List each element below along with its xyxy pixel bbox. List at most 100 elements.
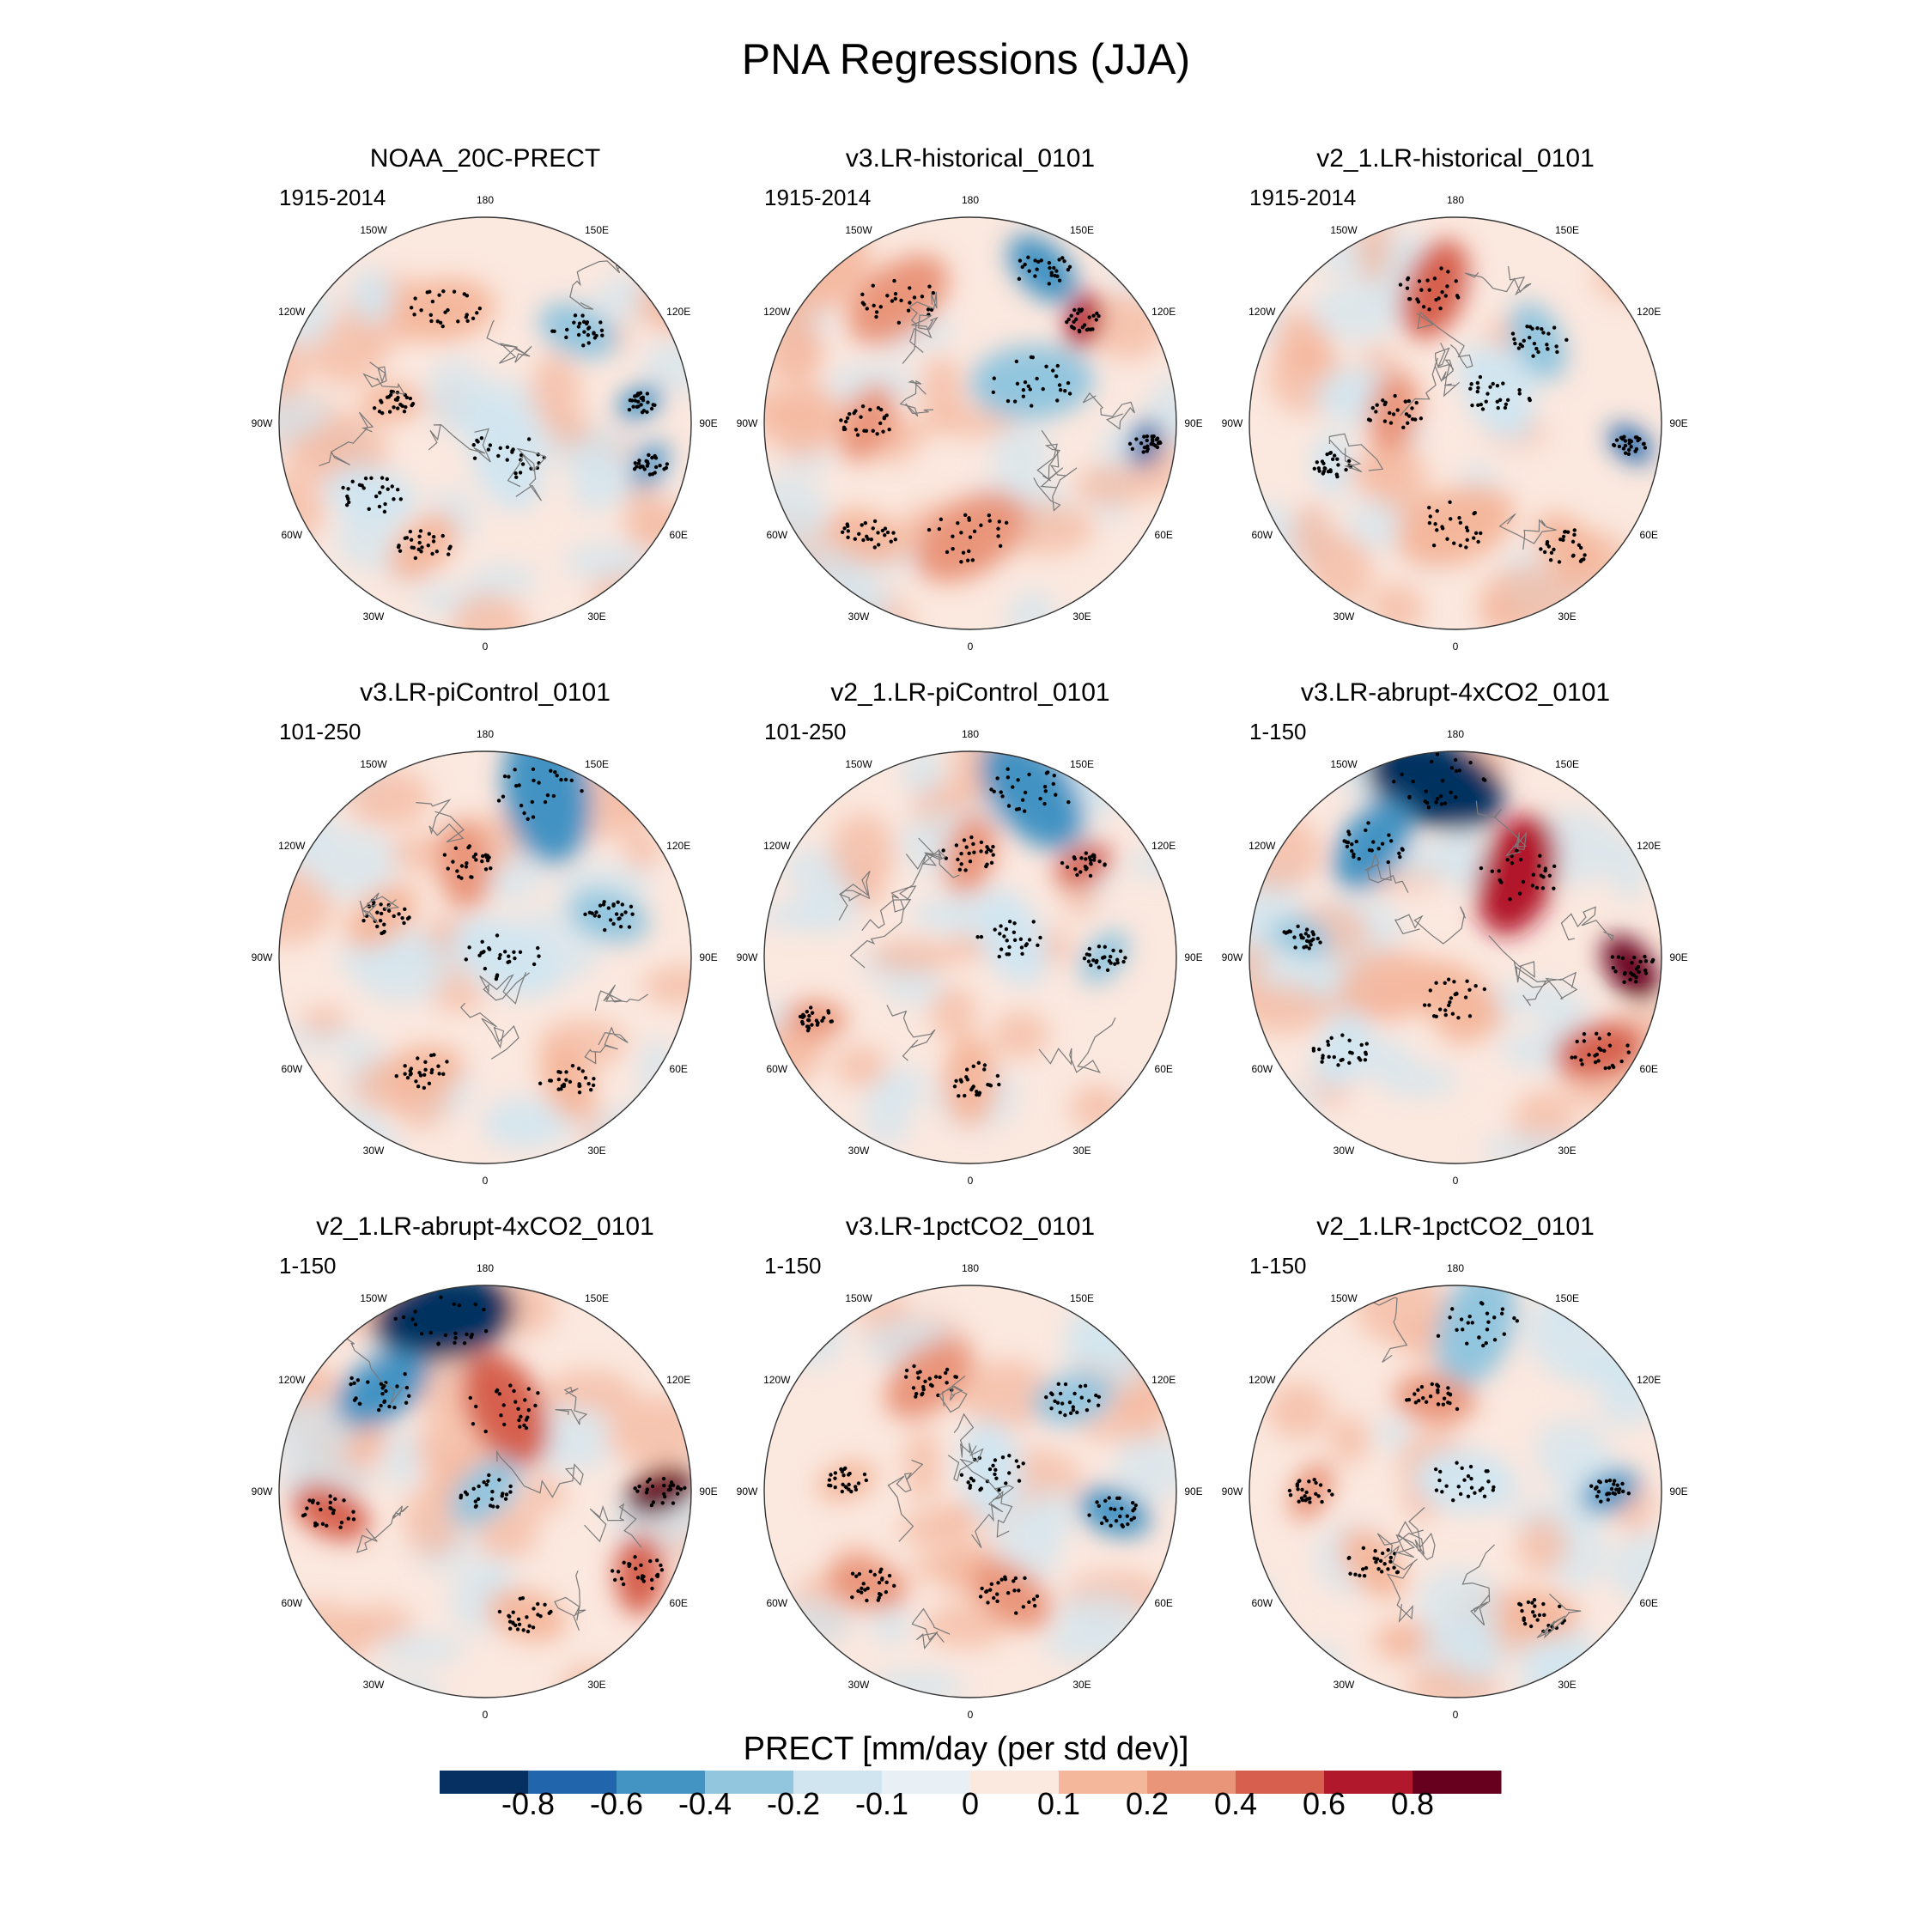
stipple-dot [331,1508,336,1513]
stipple-dot [1083,1383,1088,1388]
stipple-dot [1357,1055,1361,1060]
stipple-dot [422,1085,427,1091]
longitude-label: 0 [483,1175,489,1187]
stipple-dot [1054,269,1059,273]
stipple-dot [1027,1600,1031,1605]
stipple-dot [1375,403,1379,407]
map-border [1249,1285,1662,1698]
stipple-dot [531,815,536,819]
stipple-dot [1097,313,1101,319]
anomaly-region [971,1559,1052,1630]
stipple-dot [1023,790,1028,795]
stipple-dot [508,1383,513,1388]
stipple-dot [526,1387,531,1391]
anomaly-region [1078,1487,1151,1537]
map-panel: 180 150E 120E 90E 60E 30E 0 30W 60W 90W 120W 150W NO… [223,144,756,653]
stipple-dot [338,1525,343,1529]
stipple-dot [1350,848,1354,854]
stipple-dot [1084,867,1088,872]
stipple-dot [826,1011,831,1015]
anomaly-region [568,890,649,943]
stipple-dot [1321,461,1326,465]
stipple-dot [413,296,417,301]
stipple-dot [419,550,423,554]
stipple-dot [519,453,524,458]
stipple-dot [1561,534,1566,539]
anomaly-region [970,344,1094,420]
stipple-dot [453,1331,458,1336]
stipple-dot [416,1056,420,1060]
anomaly-patch [279,337,308,400]
stipple-dot [466,845,471,850]
stipple-dot [1035,1594,1040,1599]
stipple-dot [1072,1391,1077,1396]
stipple-dot [1469,382,1473,386]
stipple-dot [451,860,455,864]
stipple-dot [639,403,643,407]
stipple-dot [1293,945,1297,950]
stipple-dot [1424,1400,1429,1404]
stipple-dot [366,1380,370,1384]
stipple-dot [847,1482,851,1487]
stipple-dot [985,1589,989,1594]
stipple-dot [1089,858,1093,862]
stipple-dot [1005,767,1010,771]
map-border [1249,750,1662,1164]
stipple-dot [1643,446,1648,450]
panel-title: v3.LR-abrupt-4xCO2_0101 [1300,678,1611,707]
stipple-dot [1433,522,1437,526]
stipple-dot [1530,1601,1534,1605]
stipple-dot [1626,452,1631,457]
stipple-dot [1118,1514,1122,1519]
stipple-dot [1641,441,1646,447]
stipple-dot [328,1506,332,1510]
anomaly-patch [376,1633,466,1665]
stipple-dot [1330,457,1335,461]
anomaly-region [826,1558,908,1611]
stipple-dot [1616,955,1621,959]
stipple-dot [1440,526,1445,531]
anomaly-patch [311,1121,401,1163]
stipple-dot [1491,381,1495,386]
stipple-dot [1515,1319,1520,1323]
coastline [1364,800,1614,1006]
stipple-dot [1438,1469,1443,1474]
stipple-dot [1015,381,1020,386]
stipple-dot [1005,1591,1011,1595]
stipple-dot [611,921,616,927]
stipple-dot [1303,932,1309,936]
stipple-dot [1435,797,1440,801]
anomaly-patch [775,760,836,796]
stipple-dot [959,1473,964,1477]
stipple-dot [386,902,391,908]
longitude-label: 180 [962,728,979,740]
stipple-dot [507,1613,511,1619]
stipple-dot [1499,1311,1504,1316]
stipple-dot [653,471,657,475]
anomaly-region [624,1467,691,1516]
stipple-dot [987,1083,992,1087]
stipple-dot [1535,325,1540,331]
stipple-dot [1350,841,1354,847]
stipple-dot [996,1581,1000,1585]
anomaly-patch [783,307,819,385]
stipple-dot [1086,959,1091,963]
stipple-dot [995,776,999,781]
stipple-dot [482,1479,486,1485]
stipple-dot [591,1083,596,1088]
stipple-dot [1103,1516,1107,1520]
stipple-dot [1303,1494,1307,1498]
stipple-dot [1416,300,1421,304]
stipple-dot [1417,1398,1421,1403]
stipple-dot [1526,1600,1531,1605]
stipple-dot [1087,1513,1091,1517]
stipple-dot [1304,1490,1309,1495]
longitude-label: 30E [587,1145,605,1157]
stipple-dot [325,1523,329,1528]
stipple-dot [344,502,349,507]
anomaly-patch [957,1359,1053,1430]
stipple-dot [1099,1521,1104,1526]
stipple-dot [619,1577,624,1581]
